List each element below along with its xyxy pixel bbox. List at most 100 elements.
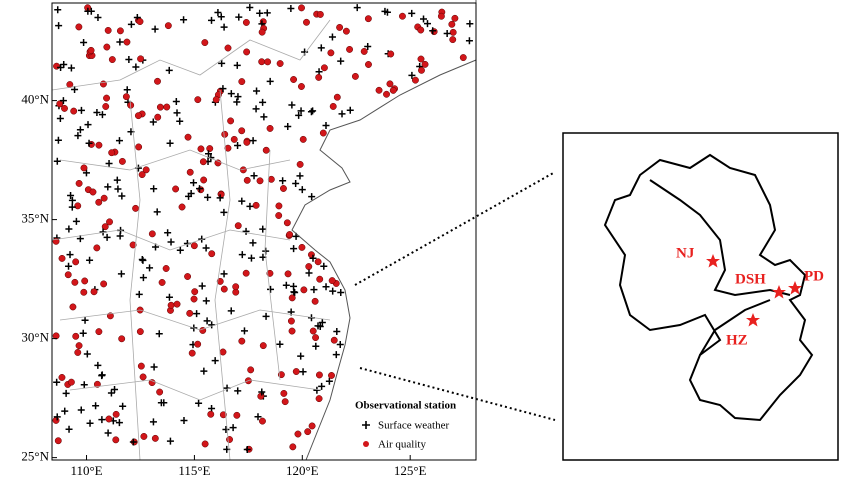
air-station [386, 80, 394, 88]
air-station [315, 371, 323, 379]
surface-station [310, 286, 318, 294]
air-station [64, 271, 72, 279]
surface-station [229, 424, 237, 432]
surface-station [151, 25, 159, 33]
air-station [199, 158, 207, 166]
zoom-line [359, 367, 556, 421]
surface-station [176, 246, 184, 254]
air-station [309, 327, 317, 335]
surface-station [299, 368, 307, 376]
air-station [238, 337, 246, 345]
surface-station [235, 13, 243, 21]
surface-station [259, 98, 267, 106]
surface-station [94, 13, 102, 21]
surface-station [198, 282, 206, 290]
air-station [281, 398, 289, 406]
air-station [292, 368, 300, 375]
surface-station [76, 126, 84, 134]
air-station [154, 113, 162, 121]
air-station [74, 202, 82, 210]
surface-station [222, 425, 230, 433]
surface-station [250, 172, 258, 180]
air-station [417, 55, 425, 63]
air-station [258, 28, 266, 36]
surface-station [238, 197, 246, 205]
surface-station [246, 3, 254, 11]
surface-station [132, 63, 140, 71]
air-station [449, 36, 457, 44]
air-station [106, 218, 113, 226]
air-station [139, 373, 147, 381]
surface-station [276, 340, 284, 348]
air-station [220, 285, 228, 293]
air-station [212, 96, 220, 104]
surface-station [68, 196, 76, 204]
surface-station [295, 111, 303, 119]
surface-station [243, 446, 251, 454]
surface-station [160, 399, 168, 407]
air-station [194, 96, 202, 104]
surface-station [135, 290, 143, 298]
surface-station [166, 437, 174, 445]
surface-station [76, 235, 84, 243]
air-station [137, 362, 145, 370]
air-station [71, 278, 79, 286]
surface-station [115, 137, 123, 145]
surface-station [113, 176, 121, 184]
legend-item: Surface weather [378, 420, 449, 432]
air-station [58, 254, 66, 262]
air-station [243, 48, 251, 56]
surface-station [309, 107, 317, 115]
surface-station [54, 6, 62, 14]
air-station [200, 176, 208, 184]
air-station [69, 303, 77, 311]
surface-station [252, 105, 260, 113]
surface-station [234, 142, 242, 150]
surface-station [203, 317, 211, 325]
surface-station [93, 108, 101, 116]
air-station [297, 83, 305, 90]
air-station [95, 141, 103, 149]
air-station [238, 127, 246, 135]
surface-station [65, 425, 73, 433]
inset-outline [603, 153, 814, 422]
surface-station [322, 122, 330, 130]
air-station [264, 58, 272, 66]
air-station [118, 335, 126, 343]
air-station [300, 286, 308, 294]
air-station [252, 201, 260, 209]
air-station [330, 336, 338, 344]
air-station [108, 149, 116, 157]
air-station [387, 50, 395, 58]
surface-station [85, 139, 93, 147]
surface-station [150, 363, 158, 371]
air-station [421, 60, 429, 68]
surface-station [346, 106, 354, 114]
surface-station [287, 4, 295, 12]
air-station [283, 219, 291, 227]
air-station [316, 275, 324, 283]
surface-station [443, 30, 451, 38]
surface-station [381, 7, 389, 15]
air-station [312, 334, 320, 342]
surface-station [86, 256, 94, 264]
surface-station [205, 150, 213, 158]
surface-station [259, 253, 267, 261]
air-station [224, 144, 232, 152]
air-station [448, 20, 456, 28]
air-station [201, 39, 209, 47]
surface-station [220, 270, 228, 278]
surface-station [266, 77, 274, 85]
air-station [315, 73, 323, 81]
surface-station [68, 203, 76, 211]
surface-station [218, 59, 226, 67]
surface-station [333, 328, 341, 336]
air-station [81, 277, 89, 285]
surface-station [227, 90, 235, 98]
air-station [123, 38, 131, 46]
air-station [87, 46, 95, 54]
air-station [262, 146, 270, 154]
surface-station [314, 322, 322, 330]
air-station [108, 56, 116, 64]
surface-station [153, 208, 161, 216]
